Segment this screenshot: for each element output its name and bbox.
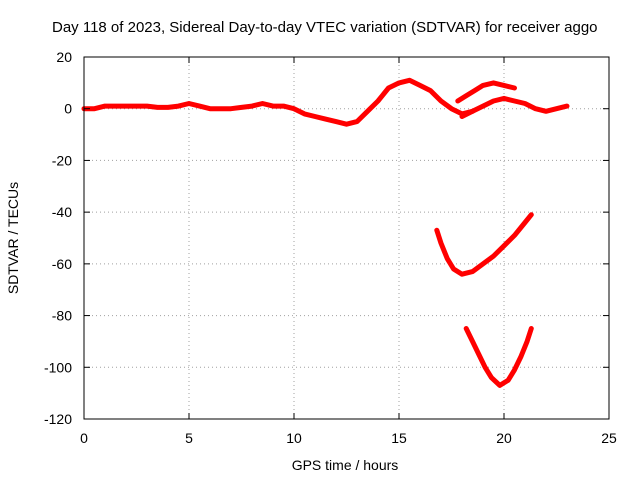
y-tick-label: -120 [44,411,72,427]
series-line-main-arc [81,77,475,127]
y-tick-label: -20 [52,152,72,168]
y-tick-label: -60 [52,256,72,272]
y-tick-label: 20 [56,49,72,65]
grid [84,57,609,419]
y-tick-label: -40 [52,204,72,220]
y-axis-label: SDTVAR / TECUs [5,182,21,294]
x-axis-label: GPS time / hours [292,457,399,473]
y-tick-label: 0 [64,101,72,117]
series-line-late-arc-lower [459,95,570,119]
y-tick-label: -80 [52,308,72,324]
series-line-dip-arc-b [463,326,534,388]
x-tick-label: 25 [601,430,617,446]
series-line-dip-arc-a [434,212,534,277]
x-tick-label: 5 [185,430,193,446]
x-tick-label: 15 [391,430,407,446]
plot-frame [83,56,610,420]
series-line-late-arc-upper [455,80,517,104]
axes: 0 5 10 15 20 25 -120 -100 -80 -60 -40 -20 0 20 [44,49,617,446]
x-tick-label: 20 [496,430,512,446]
x-tick-label: 10 [286,430,302,446]
x-tick-label: 0 [80,430,88,446]
series-group [81,77,570,388]
y-tick-label: -100 [44,359,72,375]
chart-title: Day 118 of 2023, Sidereal Day-to-day VTE… [52,19,598,36]
